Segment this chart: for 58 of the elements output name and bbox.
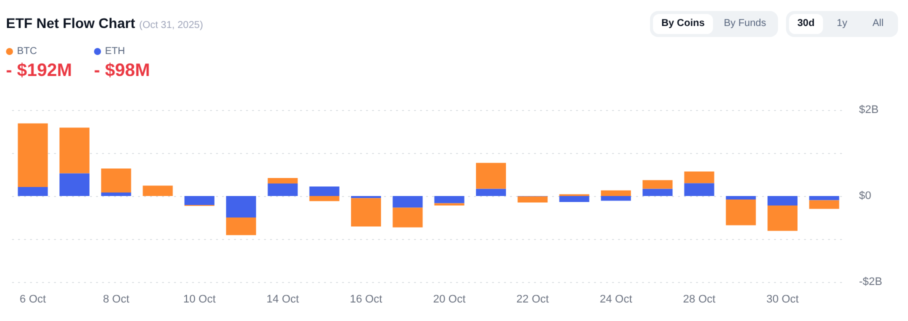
x-tick-label: 14 Oct [266, 294, 299, 306]
bar [518, 196, 548, 202]
bar [600, 196, 631, 201]
bar [226, 196, 256, 218]
x-tick-label: 20 Oct [433, 294, 466, 306]
bar [684, 183, 714, 196]
bar [268, 178, 298, 184]
bar [476, 188, 506, 196]
bar [642, 188, 673, 196]
bar [184, 196, 214, 206]
bar [726, 196, 756, 200]
x-tick-label: 16 Oct [350, 294, 382, 306]
x-tick-label: 10 Oct [183, 294, 216, 306]
bar [684, 171, 714, 184]
bar [18, 186, 48, 196]
y-tick-label: -$2B [859, 276, 882, 288]
bar [18, 123, 48, 187]
text: - $98M [94, 60, 152, 81]
text: By Coins [653, 14, 713, 34]
x-tick-label: 24 Oct [600, 294, 632, 306]
bar [600, 190, 631, 196]
chart-subtitle: (Oct 31, 2025) [139, 20, 204, 31]
x-tick-label: 6 Oct [20, 294, 46, 306]
x-tick-label: 22 Oct [516, 294, 549, 306]
bar [809, 200, 840, 209]
bar [392, 208, 423, 228]
x-tick-label: 30 Oct [766, 294, 799, 306]
bar [101, 168, 132, 193]
bar [101, 192, 132, 196]
text: - $192M [6, 60, 74, 81]
chart-title: ETF Net Flow Chart [6, 15, 136, 31]
bar [434, 196, 464, 204]
bar [642, 180, 673, 189]
bar [309, 196, 340, 202]
bar [559, 196, 590, 202]
bar [268, 184, 298, 196]
bar [226, 218, 256, 236]
legend-label: ETH [104, 46, 126, 57]
text: By Funds [722, 17, 768, 31]
text: 1y [836, 17, 848, 31]
y-tick-label: $2B [859, 104, 879, 116]
x-tick-label: 8 Oct [102, 294, 130, 306]
bar [476, 162, 506, 189]
bar [768, 205, 798, 231]
bar [59, 128, 90, 174]
x-tick-label: 28 Oct [683, 294, 716, 306]
y-tick-label: $0 [859, 190, 872, 202]
bar [726, 199, 756, 226]
text: All [871, 17, 885, 31]
legend-label: BTC [16, 46, 38, 57]
bar [142, 186, 173, 196]
text: 30d [789, 14, 823, 34]
bar [351, 198, 382, 227]
bar [809, 196, 840, 200]
bar [59, 173, 90, 196]
bar [309, 186, 340, 196]
bar [392, 196, 423, 208]
bar [768, 196, 798, 206]
